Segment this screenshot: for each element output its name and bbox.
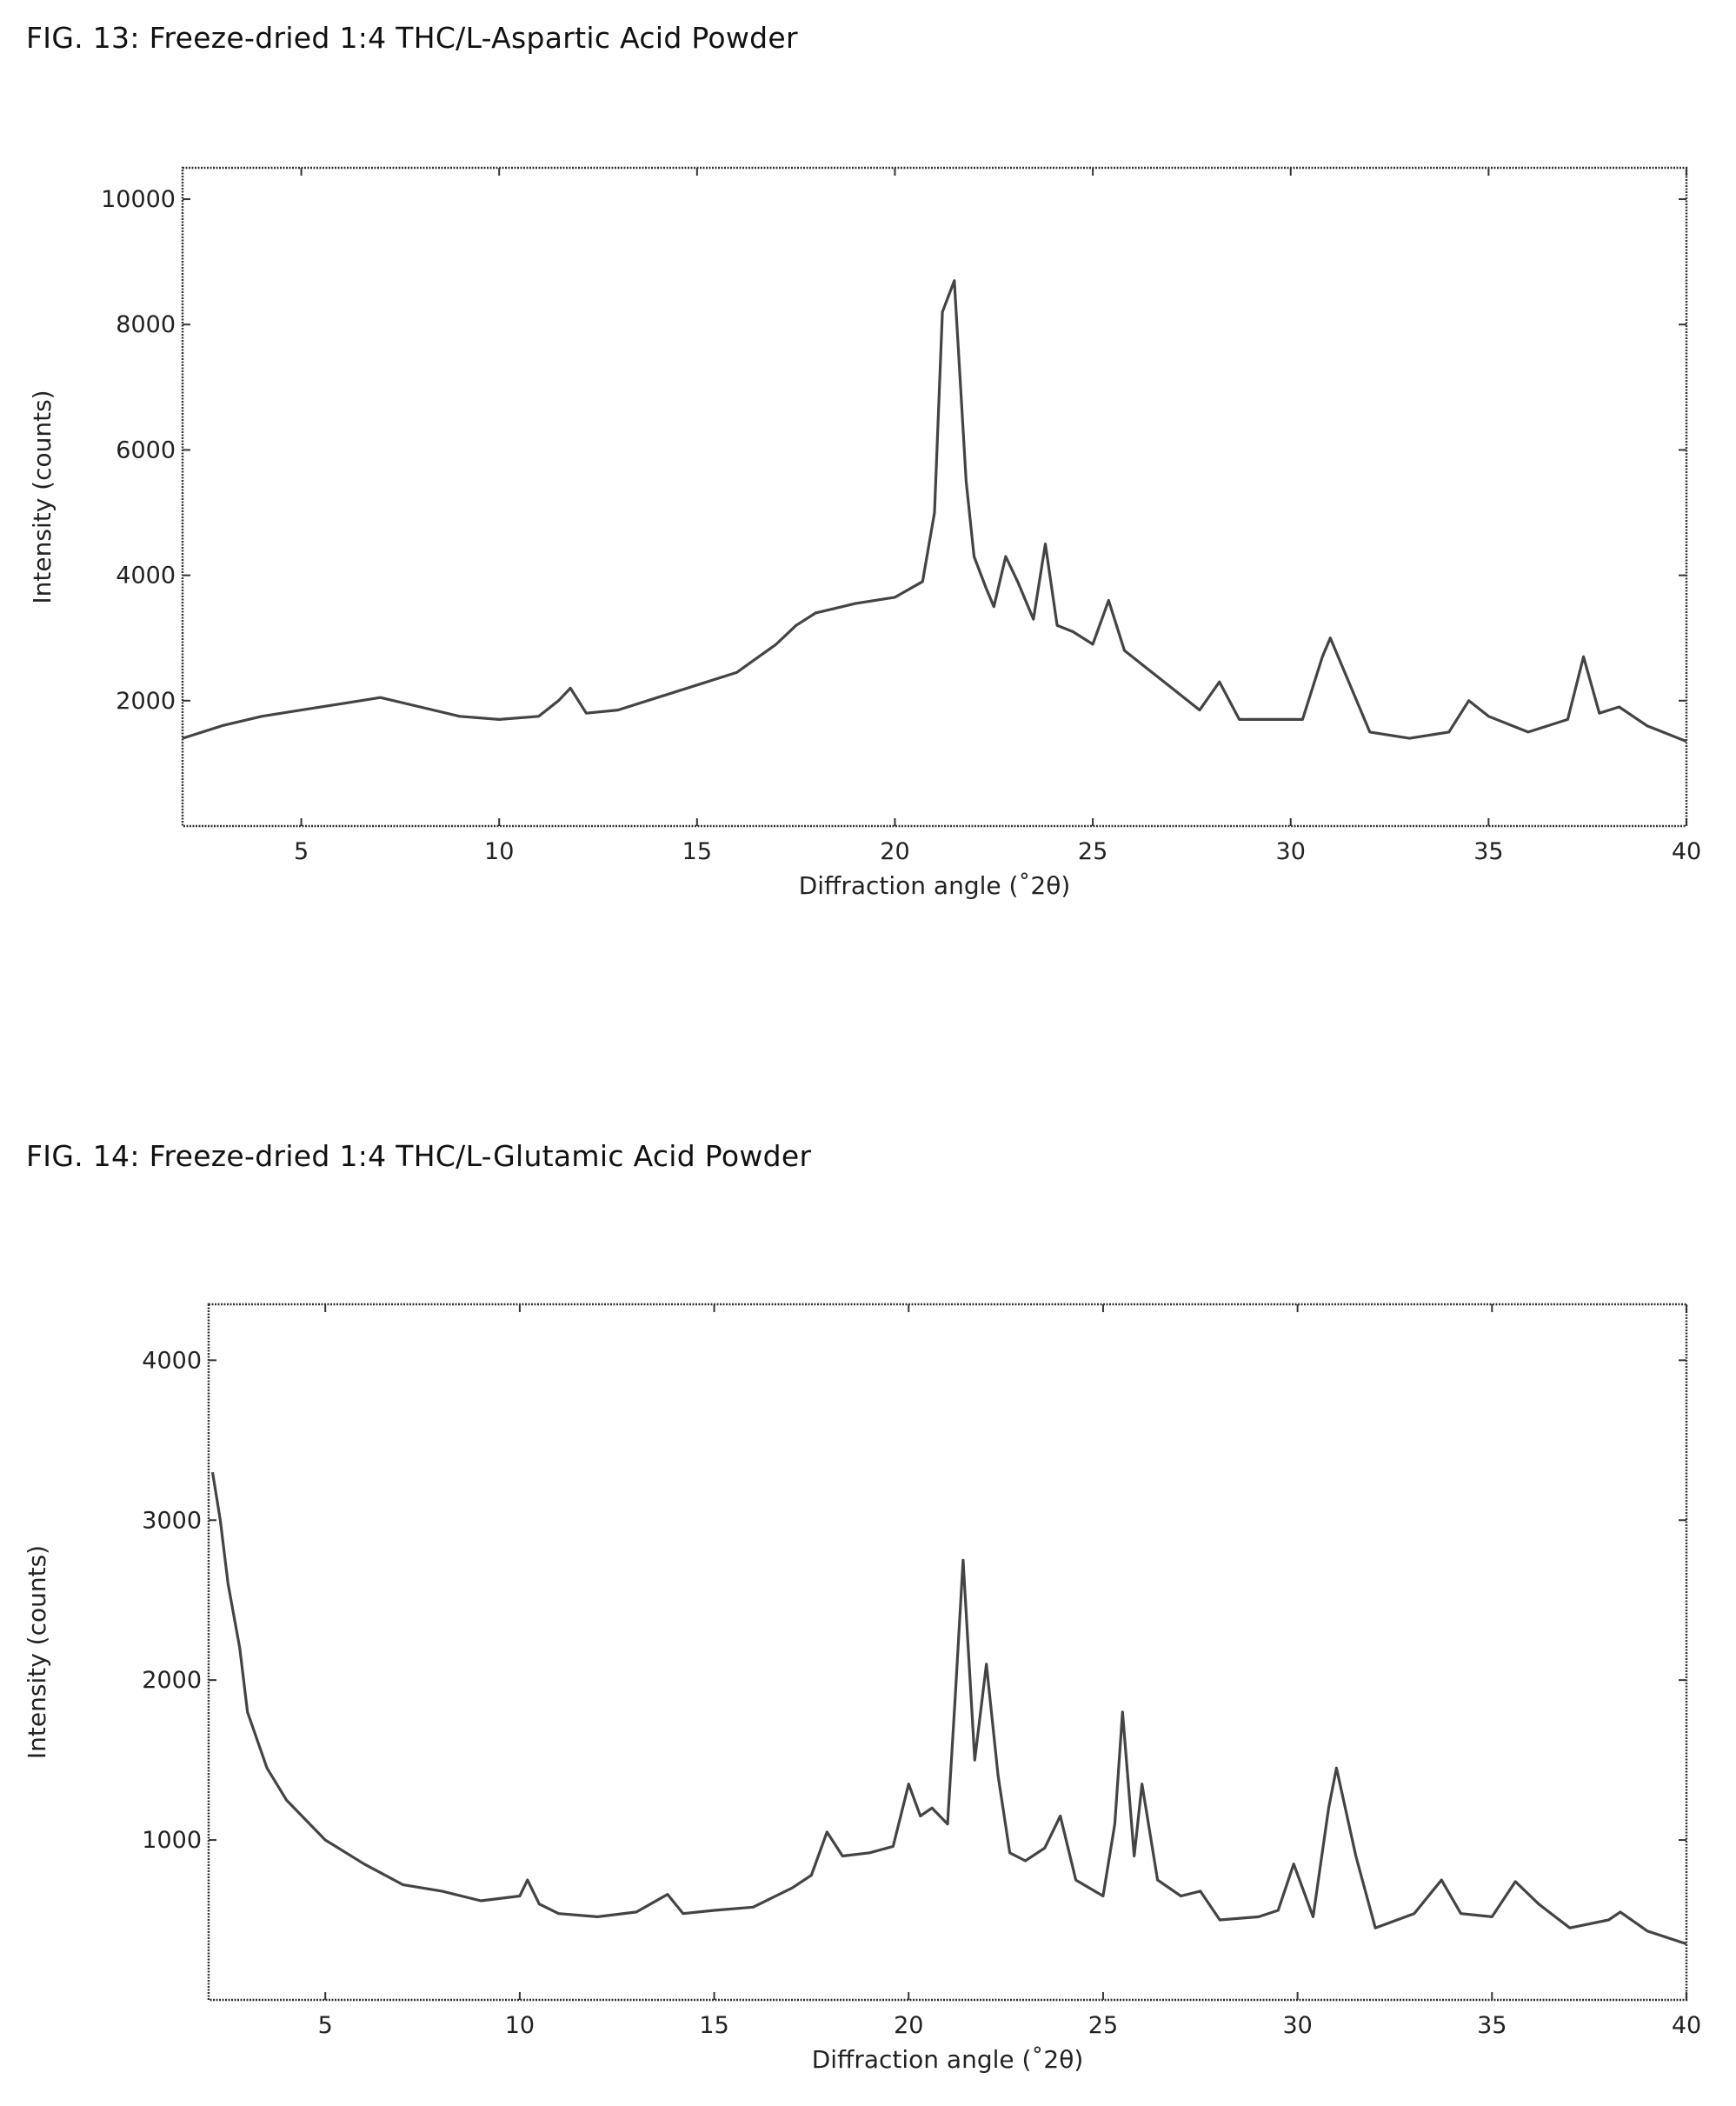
fig13-xrd-chart: 5 10 15 20 25 30 35 40 2000 4000 6000 8000 10000 Dif… — [28, 166, 1701, 900]
fig14-x-tick-label: 20 — [894, 2012, 923, 2039]
fig13-y-axis-label: Intensity (counts) — [28, 390, 57, 603]
fig14-x-tick-label: 25 — [1088, 2012, 1118, 2039]
fig14-x-tick-label: 10 — [505, 2012, 535, 2039]
fig14-y-tick-label: 4000 — [142, 1347, 202, 1374]
fig14-y-tick-label: 1000 — [142, 1827, 202, 1854]
fig13-y-tick-label: 8000 — [116, 311, 176, 338]
fig13-x-tick-label: 5 — [294, 838, 309, 865]
fig14-x-axis-label: Diffraction angle (˚2θ) — [812, 2045, 1084, 2074]
fig13-diffraction-trace — [182, 279, 1687, 743]
fig13-x-tick-label: 10 — [484, 838, 514, 865]
fig13-axis-ticks: 5 10 15 20 25 30 35 40 2000 4000 6000 8000 10000 — [101, 168, 1701, 865]
fig14-y-tick-label: 2000 — [142, 1667, 202, 1694]
fig14-axis-ticks: 5 10 15 20 25 30 35 40 1000 2000 3000 4000 — [142, 1304, 1701, 2039]
fig14-plot-area: 5 10 15 20 25 30 35 40 1000 2000 3000 4000 — [142, 1303, 1701, 2039]
fig14-y-axis-label: Intensity (counts) — [23, 1545, 51, 1759]
fig13-x-tick-label: 20 — [880, 838, 909, 865]
fig13-y-tick-label: 10000 — [101, 186, 176, 213]
fig13-x-axis-label: Diffraction angle (˚2θ) — [799, 871, 1071, 900]
fig14-x-tick-label: 5 — [318, 2012, 333, 2039]
fig14-x-tick-label: 15 — [699, 2012, 728, 2039]
fig14-xrd-chart: 5 10 15 20 25 30 35 40 1000 2000 3000 4000 Diffract… — [23, 1303, 1701, 2074]
fig13-x-tick-label: 25 — [1078, 838, 1107, 865]
fig14-y-tick-label: 3000 — [142, 1507, 202, 1534]
fig14-diffraction-trace — [210, 1471, 1687, 1946]
figure-14-caption: FIG. 14: Freeze-dried 1:4 THC/L-Glutamic… — [26, 1139, 812, 1173]
fig13-x-tick-label: 15 — [682, 838, 712, 865]
fig13-x-tick-label: 30 — [1276, 838, 1306, 865]
fig14-axes-frame — [207, 1303, 1688, 2002]
fig13-y-tick-label: 4000 — [116, 563, 176, 590]
figure-13-caption: FIG. 13: Freeze-dried 1:4 THC/L-Aspartic… — [26, 21, 798, 55]
fig13-plot-area: 5 10 15 20 25 30 35 40 2000 4000 6000 8000 10000 — [101, 166, 1701, 865]
fig13-axes-frame — [181, 166, 1688, 828]
fig13-y-tick-label: 6000 — [116, 437, 176, 463]
fig14-x-tick-label: 30 — [1282, 2012, 1312, 2039]
fig13-y-tick-label: 2000 — [116, 688, 176, 715]
fig14-x-tick-label: 35 — [1477, 2012, 1507, 2039]
fig13-x-tick-label: 40 — [1672, 838, 1701, 865]
fig13-x-tick-label: 35 — [1473, 838, 1503, 865]
fig14-x-tick-label: 40 — [1672, 2012, 1701, 2039]
